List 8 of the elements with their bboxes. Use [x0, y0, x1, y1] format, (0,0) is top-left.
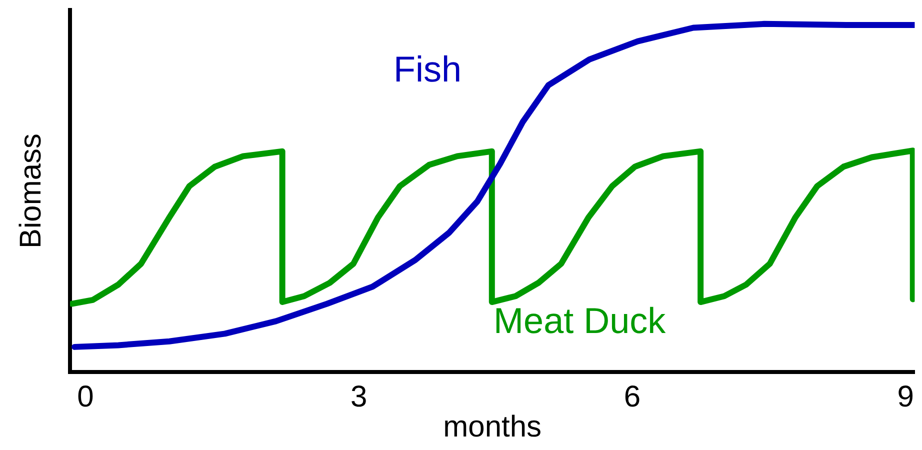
x-tick-label: 6 [624, 380, 641, 414]
x-tick-label: 3 [350, 380, 368, 414]
x-tick-label: 0 [77, 380, 94, 414]
series-label: Fish [394, 48, 462, 90]
x-tick-label: 9 [897, 380, 914, 414]
series-label: Meat Duck [494, 300, 667, 342]
x-axis-title: months [443, 410, 542, 444]
y-axis-title: Biomass [14, 133, 48, 249]
